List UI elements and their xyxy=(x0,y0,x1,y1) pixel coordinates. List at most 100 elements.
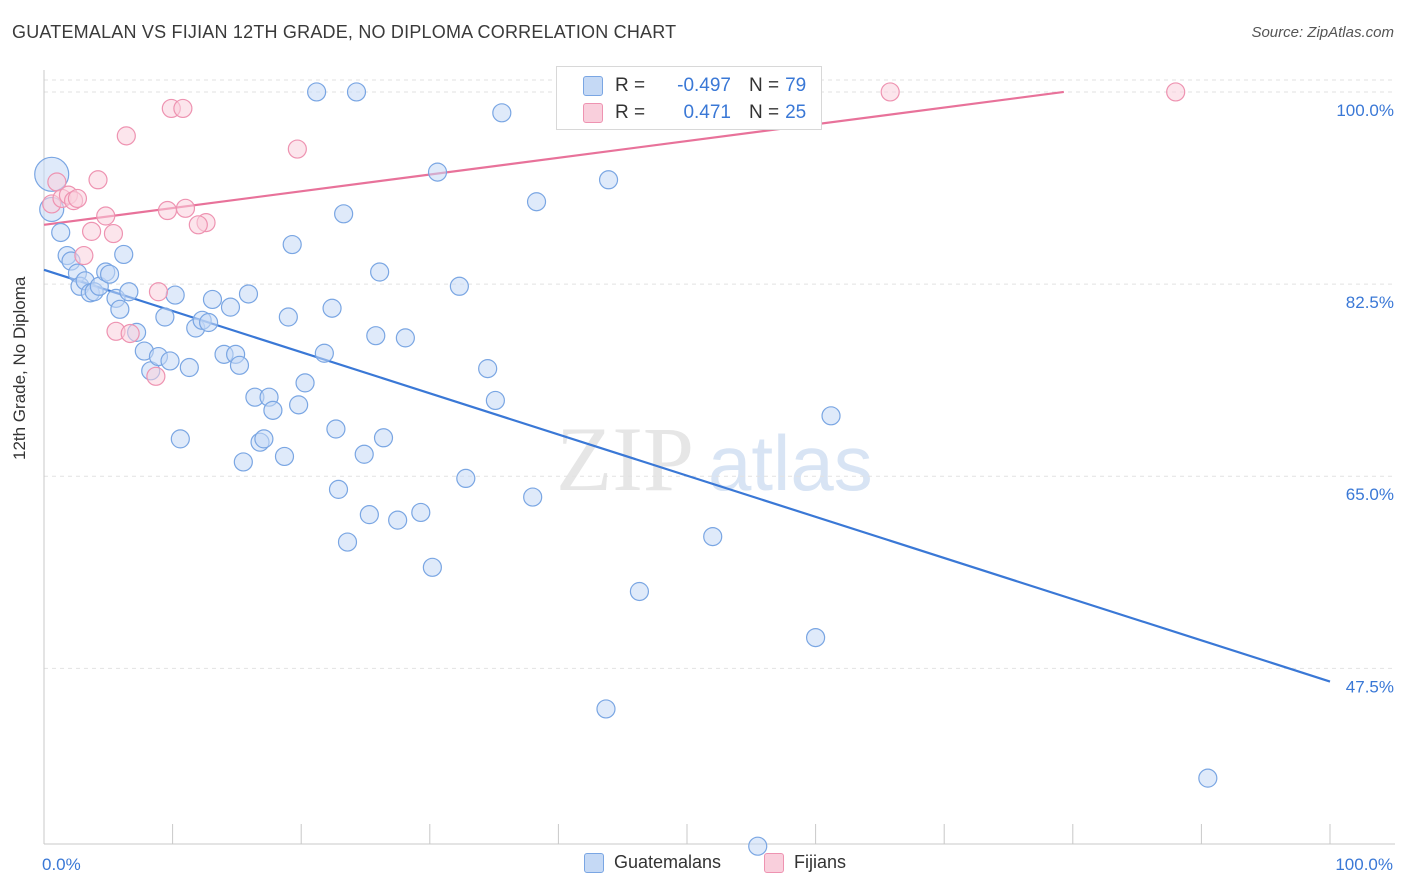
bottom-legend-fijians: Fijians xyxy=(764,852,846,873)
y-tick-label: 82.5% xyxy=(1346,293,1394,312)
fijian-point xyxy=(120,323,140,344)
guatemalan-point xyxy=(629,581,650,602)
guatemalan-point xyxy=(114,244,134,265)
legend-swatch-pink xyxy=(583,103,603,123)
fijian-point xyxy=(175,198,196,218)
guatemalan-point xyxy=(51,222,71,243)
guatemalan-point xyxy=(596,699,616,719)
watermark-atlas: atlas xyxy=(708,419,873,507)
fijian-point xyxy=(96,206,116,226)
legend-row-fijians: R = 0.471 N = 25 xyxy=(583,101,806,125)
legend-n-label: N = xyxy=(749,75,780,96)
legend-r-label: R = xyxy=(615,75,646,96)
x-tick-labels: 0.0% 100.0% xyxy=(42,855,1393,874)
legend-row-guatemalans: R = -0.497 N = 79 xyxy=(583,74,806,98)
x-tick-label-max: 100.0% xyxy=(1335,855,1393,874)
guatemalan-point xyxy=(748,836,768,856)
correlation-legend: R = -0.497 N = 79 R = 0.471 N = 25 xyxy=(556,66,822,130)
guatemalan-point xyxy=(346,82,367,102)
fijian-trend-line xyxy=(43,90,1064,226)
guatemalan-point xyxy=(485,390,505,411)
bottom-legend-label-fijians: Fijians xyxy=(794,852,847,872)
guatemalan-point xyxy=(354,444,374,464)
legend-n-label: N = xyxy=(749,102,780,123)
fijian-point xyxy=(74,245,94,266)
fijian-point xyxy=(173,98,193,119)
watermark: ZIP atlas xyxy=(556,408,873,510)
guatemalan-point xyxy=(598,170,619,190)
guatemalan-point xyxy=(233,452,253,472)
chart-source: Source: ZipAtlas.com xyxy=(1251,24,1394,41)
guatemalan-point xyxy=(238,284,259,304)
fijian-point xyxy=(287,139,307,159)
bottom-legend-swatch-pink xyxy=(764,852,784,873)
guatemalan-point xyxy=(395,328,415,348)
guatemalan-point xyxy=(165,285,185,305)
legend-r-label: R = xyxy=(615,102,646,123)
fijian-point xyxy=(103,223,124,244)
chart-title: GUATEMALAN VS FIJIAN 12TH GRADE, NO DIPL… xyxy=(12,22,677,42)
bottom-legend-label-guatemalans: Guatemalans xyxy=(614,852,722,872)
bottom-legend-guatemalans: Guatemalans xyxy=(584,852,721,873)
guatemalan-point xyxy=(202,289,223,310)
guatemalan-point xyxy=(254,429,274,449)
y-axis-label: 12th Grade, No Diploma xyxy=(10,276,29,460)
guatemalan-point xyxy=(99,264,120,284)
guatemalan-point xyxy=(278,307,298,327)
guatemalan-point xyxy=(449,276,469,296)
guatemalan-point xyxy=(337,532,358,552)
guatemalan-point xyxy=(328,479,349,499)
guatemalan-point xyxy=(229,355,250,375)
bottom-legend-swatch-blue xyxy=(584,852,604,873)
guatemalan-point xyxy=(422,557,442,577)
guatemalan-point xyxy=(703,526,723,547)
guatemalan-point xyxy=(322,298,342,318)
legend-n-value: 79 xyxy=(785,75,807,96)
fijian-point xyxy=(116,126,136,146)
guatemalan-point xyxy=(427,162,448,182)
fijian-point xyxy=(188,215,208,235)
guatemalan-point xyxy=(282,234,302,255)
guatemalan-point xyxy=(307,82,327,102)
x-tick-label-min: 0.0% xyxy=(42,855,81,874)
guatemalan-point xyxy=(373,428,394,448)
guatemalan-point xyxy=(526,192,547,212)
guatemalan-point xyxy=(263,400,283,420)
guatemalan-point xyxy=(170,429,190,449)
guatemalan-point xyxy=(314,343,334,363)
guatemalan-point xyxy=(411,502,431,523)
guatemalan-point xyxy=(110,299,130,319)
guatemalan-point xyxy=(155,307,175,327)
fijian-point xyxy=(1166,82,1186,102)
fijian-point xyxy=(88,170,108,190)
y-tick-label: 47.5% xyxy=(1346,677,1394,696)
guatemalan-point xyxy=(523,487,543,507)
guatemalan-point xyxy=(370,262,390,282)
legend-swatch-blue xyxy=(583,76,603,96)
legend-r-value: -0.497 xyxy=(677,75,731,96)
guatemalan-point xyxy=(366,326,386,346)
legend-n-value: 25 xyxy=(785,102,807,123)
guatemalan-point xyxy=(359,505,379,525)
guatemalan-point xyxy=(388,510,408,530)
guatemalan-point xyxy=(1198,768,1218,788)
y-tick-labels: 100.0% 82.5% 65.0% 47.5% xyxy=(1336,101,1394,696)
guatemalan-point xyxy=(119,282,139,302)
guatemalan-point xyxy=(334,204,354,224)
guatemalan-point xyxy=(160,351,180,371)
trend-lines xyxy=(43,90,1331,683)
guatemalan-trend-line xyxy=(43,268,1331,683)
guatemalan-point xyxy=(274,446,295,467)
fijian-point xyxy=(81,221,102,241)
fijian-point xyxy=(67,188,88,209)
guatemalan-point xyxy=(199,312,219,333)
guatemalan-point xyxy=(295,373,315,393)
guatemalan-point xyxy=(821,406,841,426)
guatemalan-point xyxy=(179,357,199,378)
fijian-point xyxy=(880,82,900,102)
guatemalan-point xyxy=(478,359,498,379)
guatemalan-point xyxy=(492,103,512,123)
grid-lines xyxy=(44,79,1395,669)
legend-r-value: 0.471 xyxy=(683,102,731,123)
